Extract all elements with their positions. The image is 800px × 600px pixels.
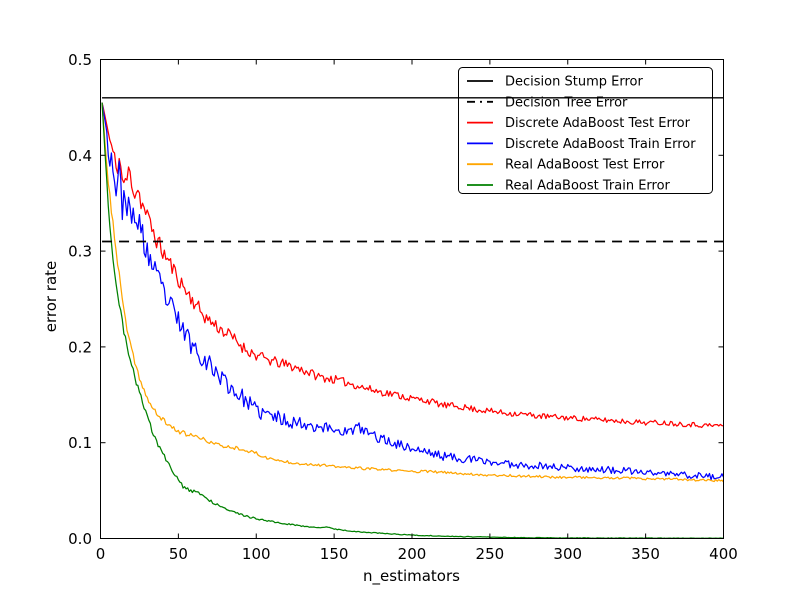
y-tick-label: 0.3 xyxy=(68,243,92,261)
y-tick-label: 0.5 xyxy=(68,51,92,69)
x-tick-label: 300 xyxy=(553,545,582,563)
x-tick-label: 150 xyxy=(320,545,349,563)
legend-box xyxy=(458,67,713,194)
y-tick-label: 0.1 xyxy=(68,434,92,452)
y-tick-label: 0.0 xyxy=(68,530,92,548)
x-tick-label: 50 xyxy=(169,545,188,563)
x-tick-label: 0 xyxy=(96,545,106,563)
x-axis-label: n_estimators xyxy=(363,567,460,586)
series-line-real-adaboost-train-error xyxy=(101,102,724,539)
series-lines xyxy=(101,102,725,539)
series-line-discrete-adaboost-train-error xyxy=(101,102,725,481)
series-line-discrete-adaboost-test-error xyxy=(101,102,724,429)
series-line-real-adaboost-test-error xyxy=(101,102,724,483)
y-tick-label: 0.2 xyxy=(68,338,92,356)
y-axis-label: error rate xyxy=(42,261,60,333)
x-tick-label: 350 xyxy=(631,545,660,563)
y-tick-label: 0.4 xyxy=(68,147,92,165)
legend-label-decision-stump-error: Decision Stump Error xyxy=(505,75,643,90)
legend-label-real-adaboost-train-error: Real AdaBoost Train Error xyxy=(505,179,671,194)
legend-label-real-adaboost-test-error: Real AdaBoost Test Error xyxy=(505,158,665,173)
legend-label-discrete-adaboost-train-error: Discrete AdaBoost Train Error xyxy=(505,137,696,152)
x-tick-label: 200 xyxy=(398,545,427,563)
axis-ticks: 0 50 100 150 200 250 300 350 400 0.0 0.1 0.2 0.3 0.4 0… xyxy=(68,51,738,563)
x-tick-label: 250 xyxy=(476,545,505,563)
x-tick-label: 400 xyxy=(709,545,738,563)
x-tick-label: 100 xyxy=(242,545,271,563)
legend-entries: Decision Stump Error Decision Tree Error D… xyxy=(467,75,696,194)
legend-label-discrete-adaboost-test-error: Discrete AdaBoost Test Error xyxy=(505,116,691,131)
legend-label-decision-tree-error: Decision Tree Error xyxy=(505,95,628,110)
legend-box-group xyxy=(458,67,713,194)
